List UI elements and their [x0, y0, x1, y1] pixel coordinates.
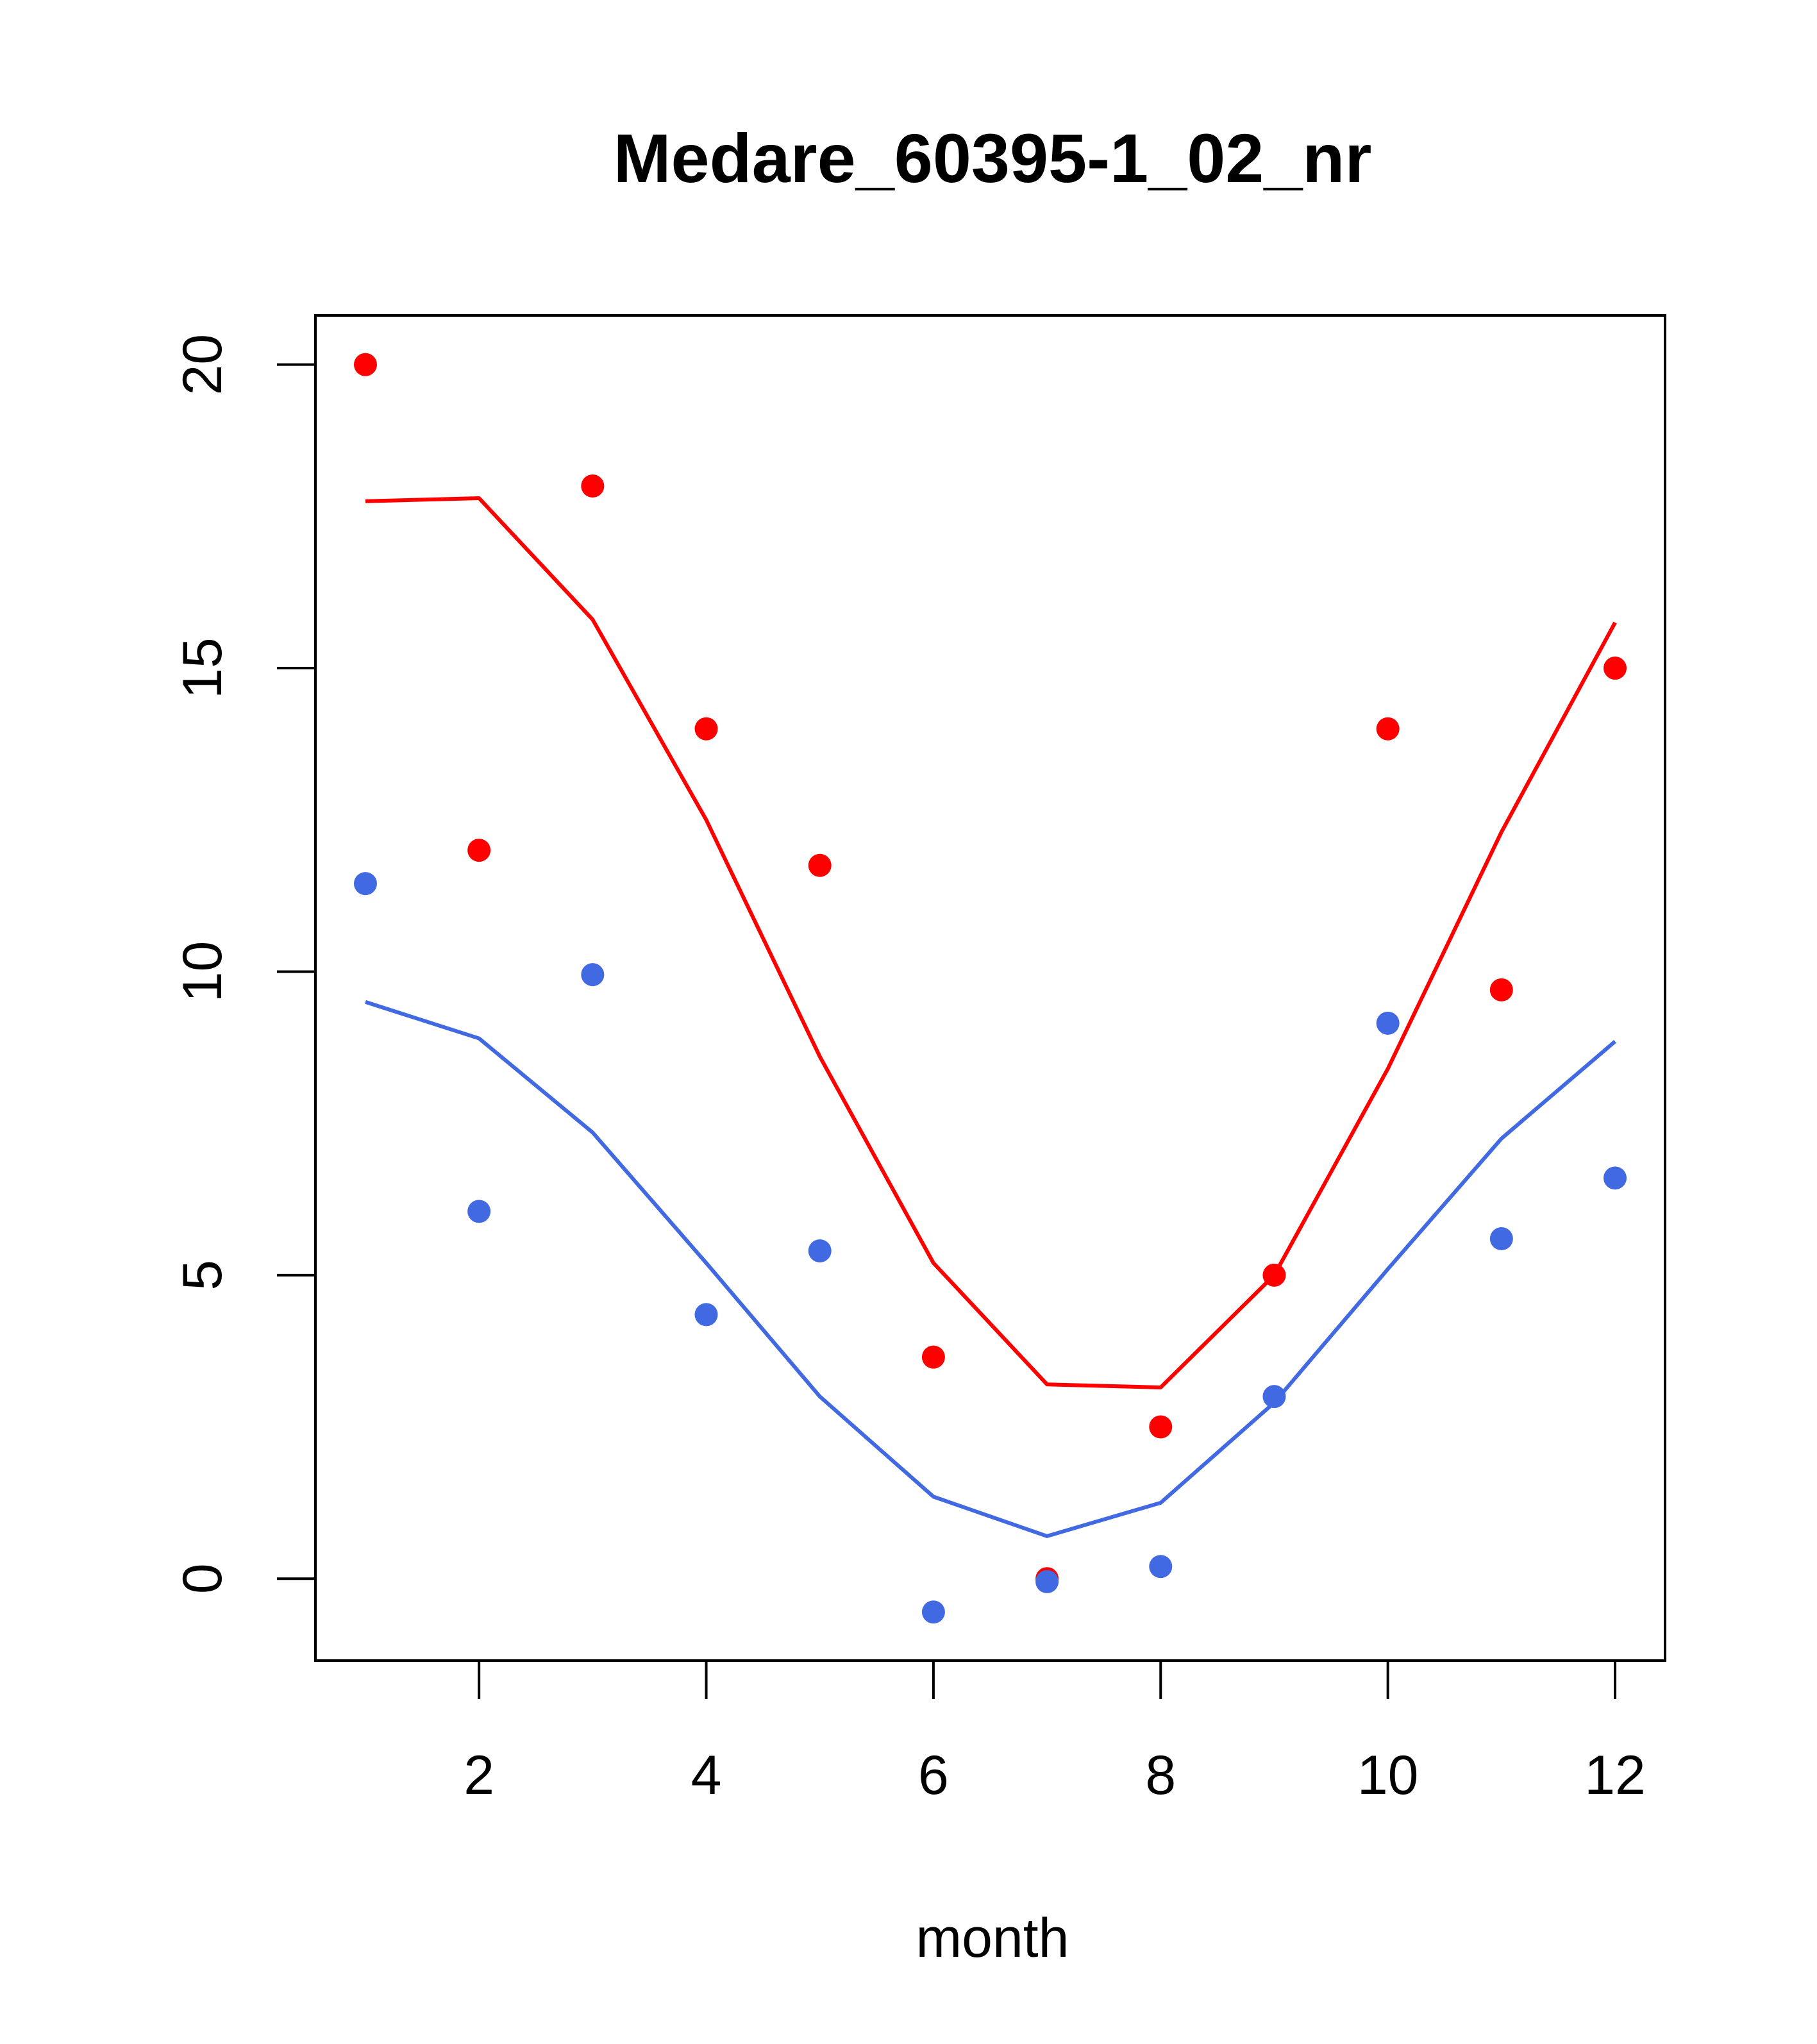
red-line-point — [581, 474, 605, 498]
red-line-point — [1489, 978, 1513, 1001]
blue-line-point — [694, 1303, 718, 1327]
blue-line-point — [1149, 1555, 1173, 1579]
x-tick-label: 12 — [1584, 1745, 1646, 1806]
blue-line-point — [467, 1200, 491, 1223]
blue-line-point — [921, 1600, 945, 1624]
y-tick-label: 15 — [172, 637, 233, 699]
blue-line-point — [581, 963, 605, 987]
blue-line — [365, 1000, 1616, 1538]
red-line-point — [808, 853, 832, 877]
x-axis-label: month — [916, 1907, 1069, 1969]
y-tick-label: 0 — [172, 1563, 233, 1594]
red-line-point — [921, 1345, 945, 1369]
blue-line-point — [353, 872, 377, 896]
red-line-point — [1149, 1415, 1173, 1439]
y-tick-label: 5 — [172, 1260, 233, 1291]
x-axis: 2 4 6 8 10 12 — [464, 1659, 1646, 1806]
red-line-point — [467, 839, 491, 862]
x-tick-label: 10 — [1357, 1745, 1419, 1806]
blue-line-point — [1489, 1227, 1513, 1251]
x-tick-label: 4 — [691, 1745, 722, 1806]
y-tick-label: 20 — [172, 334, 233, 396]
y-tick-label: 10 — [172, 941, 233, 1003]
red-line — [365, 496, 1617, 1389]
x-tick-label: 2 — [464, 1745, 494, 1806]
x-tick-label: 6 — [918, 1745, 949, 1806]
blue-line-point — [1035, 1570, 1059, 1593]
blue-line-point — [1376, 1011, 1400, 1035]
red-line-point — [1376, 717, 1400, 741]
x-tick-label: 8 — [1145, 1745, 1176, 1806]
plot-frame — [314, 314, 1666, 1662]
blue-line-point — [1262, 1385, 1286, 1409]
red-line-point — [353, 353, 377, 376]
series-layer — [353, 353, 1627, 1624]
blue-line-point — [1603, 1166, 1627, 1190]
blue-line-point — [808, 1239, 832, 1262]
y-axis: 0 5 10 15 20 — [172, 334, 317, 1594]
red-line-point — [1262, 1263, 1286, 1287]
red-line-point — [694, 717, 718, 741]
red-line-point — [1603, 657, 1627, 680]
chart-title: Medare_60395-1_02_nr — [614, 119, 1372, 197]
